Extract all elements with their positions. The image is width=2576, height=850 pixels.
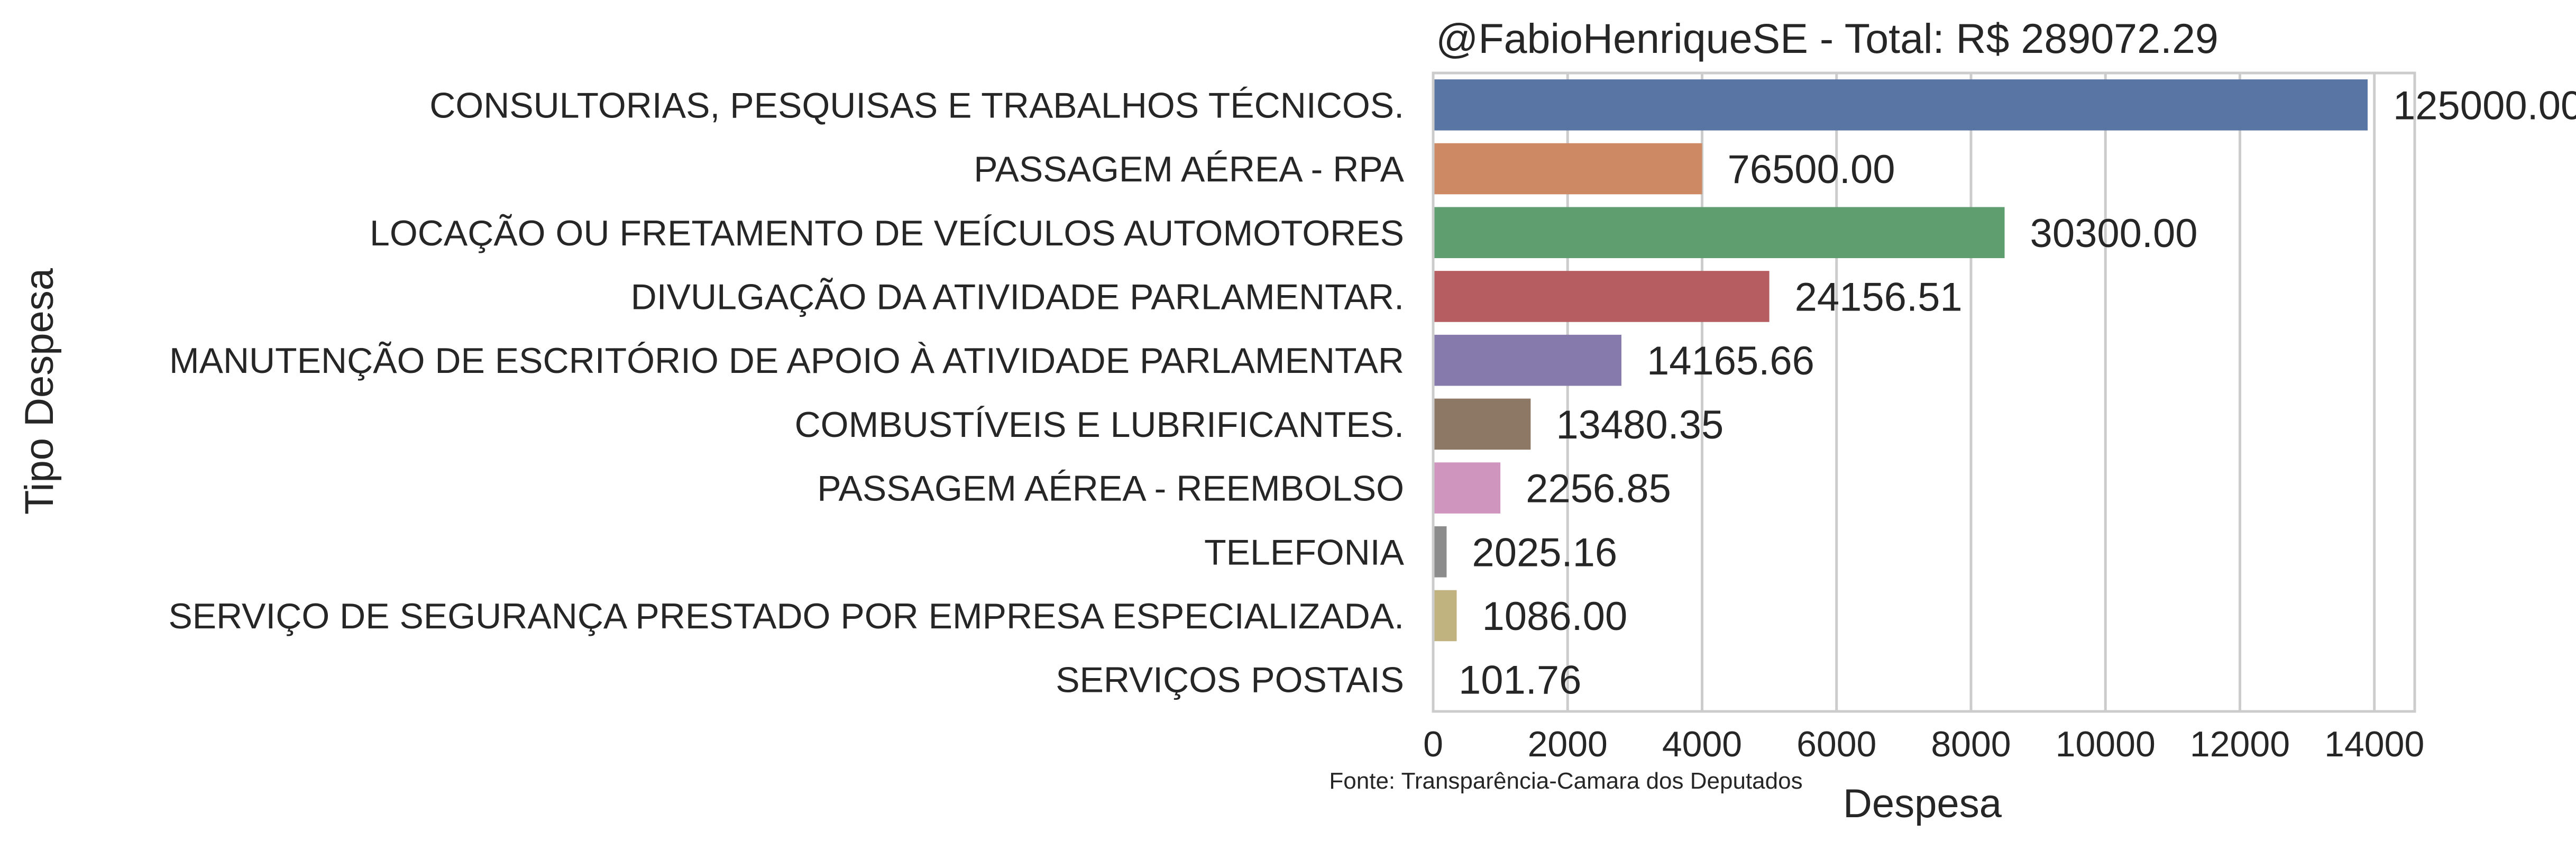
data-label: 2256.85 [1526, 467, 1671, 511]
data-label: 2025.16 [1472, 530, 1617, 575]
category-label: MANUTENÇÃO DE ESCRITÓRIO DE APOIO À ATIV… [169, 341, 1404, 381]
chart-title: @FabioHenriqueSE - Total: R$ 289072.29 [1436, 15, 2219, 62]
data-labels: 125000.00 76500.00 30300.00 24156.51 14165.6… [1459, 83, 2576, 702]
category-label: PASSAGEM AÉREA - RPA [974, 149, 1404, 189]
bar [1433, 526, 1447, 578]
category-label: COMBUSTÍVEIS E LUBRIFICANTES. [795, 405, 1404, 445]
data-label: 76500.00 [1727, 147, 1895, 192]
x-tick-label: 14000 [2324, 724, 2424, 764]
category-label: SERVIÇOS POSTAIS [1056, 660, 1404, 700]
category-labels: CONSULTORIAS, PESQUISAS E TRABALHOS TÉCN… [168, 85, 1404, 700]
x-tick-label: 8000 [1931, 724, 2011, 764]
x-tick-label: 10000 [2056, 724, 2156, 764]
data-label: 14165.66 [1647, 339, 1814, 383]
x-tick-label: 2000 [1528, 724, 1608, 764]
category-label: LOCAÇÃO OU FRETAMENTO DE VEÍCULOS AUTOMO… [370, 213, 1404, 253]
bar [1433, 271, 1770, 322]
bar [1433, 398, 1531, 450]
bar [1433, 207, 2005, 259]
bar [1433, 462, 1501, 514]
source-note: Fonte: Transparência-Camara dos Deputado… [1329, 768, 1802, 794]
bar [1433, 334, 1621, 386]
category-label: PASSAGEM AÉREA - REEMBOLSO [817, 469, 1404, 509]
x-tick-label: 6000 [1796, 724, 1876, 764]
data-label: 24156.51 [1795, 275, 1963, 319]
data-label: 1086.00 [1482, 594, 1627, 639]
category-label: SERVIÇO DE SEGURANÇA PRESTADO POR EMPRES… [168, 596, 1404, 636]
category-label: DIVULGAÇÃO DA ATIVIDADE PARLAMENTAR. [631, 277, 1404, 317]
bar [1433, 79, 2368, 131]
data-label: 30300.00 [2030, 211, 2198, 256]
y-axis-title: Tipo Despesa [17, 268, 62, 515]
x-axis-title: Despesa [1843, 781, 2002, 826]
data-label: 101.76 [1459, 658, 1581, 703]
data-label: 125000.00 [2393, 83, 2576, 128]
category-label: TELEFONIA [1204, 532, 1404, 572]
bar [1433, 143, 1702, 195]
plot-frame [1432, 71, 2416, 713]
bar [1433, 590, 1457, 642]
data-label: 13480.35 [1556, 403, 1724, 447]
x-tick-labels: 0 2000 4000 6000 8000 10000 12000 14000 [1423, 724, 2424, 764]
bars [1433, 79, 2368, 642]
category-label: CONSULTORIAS, PESQUISAS E TRABALHOS TÉCN… [429, 85, 1404, 125]
x-tick-label: 0 [1423, 724, 1443, 764]
x-tick-label: 4000 [1662, 724, 1742, 764]
x-tick-label: 12000 [2190, 724, 2290, 764]
